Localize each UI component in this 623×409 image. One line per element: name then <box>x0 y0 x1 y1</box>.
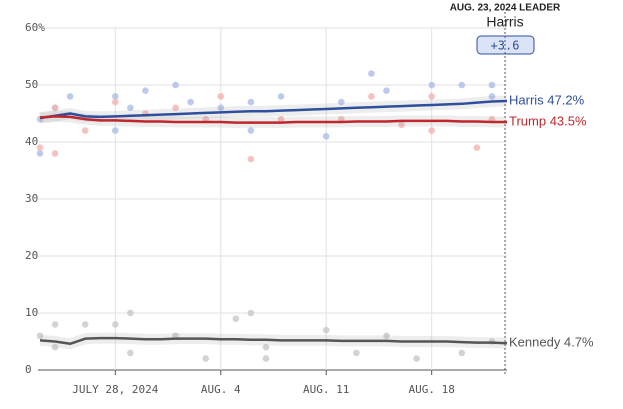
poll-dot <box>112 93 119 100</box>
poll-dot <box>247 155 255 163</box>
poll-dot <box>112 98 119 106</box>
poll-dot <box>458 349 466 357</box>
trend-line <box>39 336 508 346</box>
poll-dot <box>428 93 435 100</box>
end-label: Harris 47.2% <box>509 92 585 107</box>
poll-dot <box>368 93 375 100</box>
poll-dot <box>112 321 119 328</box>
poll-dot <box>488 93 496 100</box>
poll-dot <box>247 98 255 106</box>
leader-title: AUG. 23, 2024 LEADER <box>450 3 561 14</box>
y-tick-label: 0 <box>25 363 32 376</box>
poll-dot <box>217 93 225 100</box>
poll-dot <box>36 150 44 157</box>
poll-dot <box>322 326 330 334</box>
y-tick-label: 20 <box>25 249 38 262</box>
poll-dot <box>337 98 345 106</box>
poll-dot <box>36 332 44 340</box>
y-tick-label: 40 <box>25 135 38 148</box>
end-label: Trump 43.5% <box>509 113 587 128</box>
end-label: Kennedy 4.7% <box>509 335 594 350</box>
poll-dot <box>112 127 119 134</box>
poll-dot <box>262 343 270 351</box>
poll-dot <box>322 133 330 140</box>
y-tick-label: 30 <box>25 192 38 205</box>
poll-dot <box>51 104 59 112</box>
poll-dot <box>383 332 390 340</box>
poll-dot <box>428 127 435 134</box>
poll-dot <box>247 309 255 317</box>
poll-dot <box>217 104 225 112</box>
poll-dot <box>473 144 481 151</box>
poll-dot <box>277 115 285 123</box>
poll-dot <box>202 355 210 362</box>
poll-dot <box>172 104 179 112</box>
poll-dot <box>232 315 240 323</box>
x-tick-label: AUG. 18 <box>408 383 454 396</box>
y-tick-label: 10 <box>25 306 38 319</box>
poll-dot <box>142 87 149 94</box>
poll-dot <box>458 81 466 89</box>
trend-line <box>39 99 508 120</box>
poll-dot <box>262 355 270 362</box>
x-tick-label: AUG. 11 <box>303 383 349 396</box>
poll-dot <box>428 81 435 89</box>
poll-dot <box>353 349 360 357</box>
poll-dot <box>368 70 375 77</box>
poll-dot <box>127 349 134 357</box>
poll-dot <box>187 98 194 106</box>
x-tick-label: AUG. 4 <box>201 383 241 396</box>
poll-dot <box>51 343 59 351</box>
trend-line <box>39 115 507 124</box>
poll-dot <box>247 127 255 134</box>
poll-dot <box>127 309 134 317</box>
poll-dot <box>81 321 89 328</box>
poll-dot <box>413 355 420 362</box>
poll-dot <box>66 93 74 100</box>
poll-dot <box>488 81 496 89</box>
y-tick-label: 60% <box>25 21 45 34</box>
x-tick-label: JULY 28, 2024 <box>72 383 158 396</box>
poll-dot <box>81 127 89 134</box>
poll-dot <box>36 144 44 151</box>
poll-dot <box>127 104 134 112</box>
poll-dot <box>172 81 179 89</box>
poll-dot <box>51 321 59 328</box>
poll-dot <box>51 150 59 157</box>
poll-dot <box>383 87 390 94</box>
poll-dot <box>277 93 285 100</box>
poll-dot <box>398 121 405 129</box>
y-tick-label: 50 <box>25 78 38 91</box>
